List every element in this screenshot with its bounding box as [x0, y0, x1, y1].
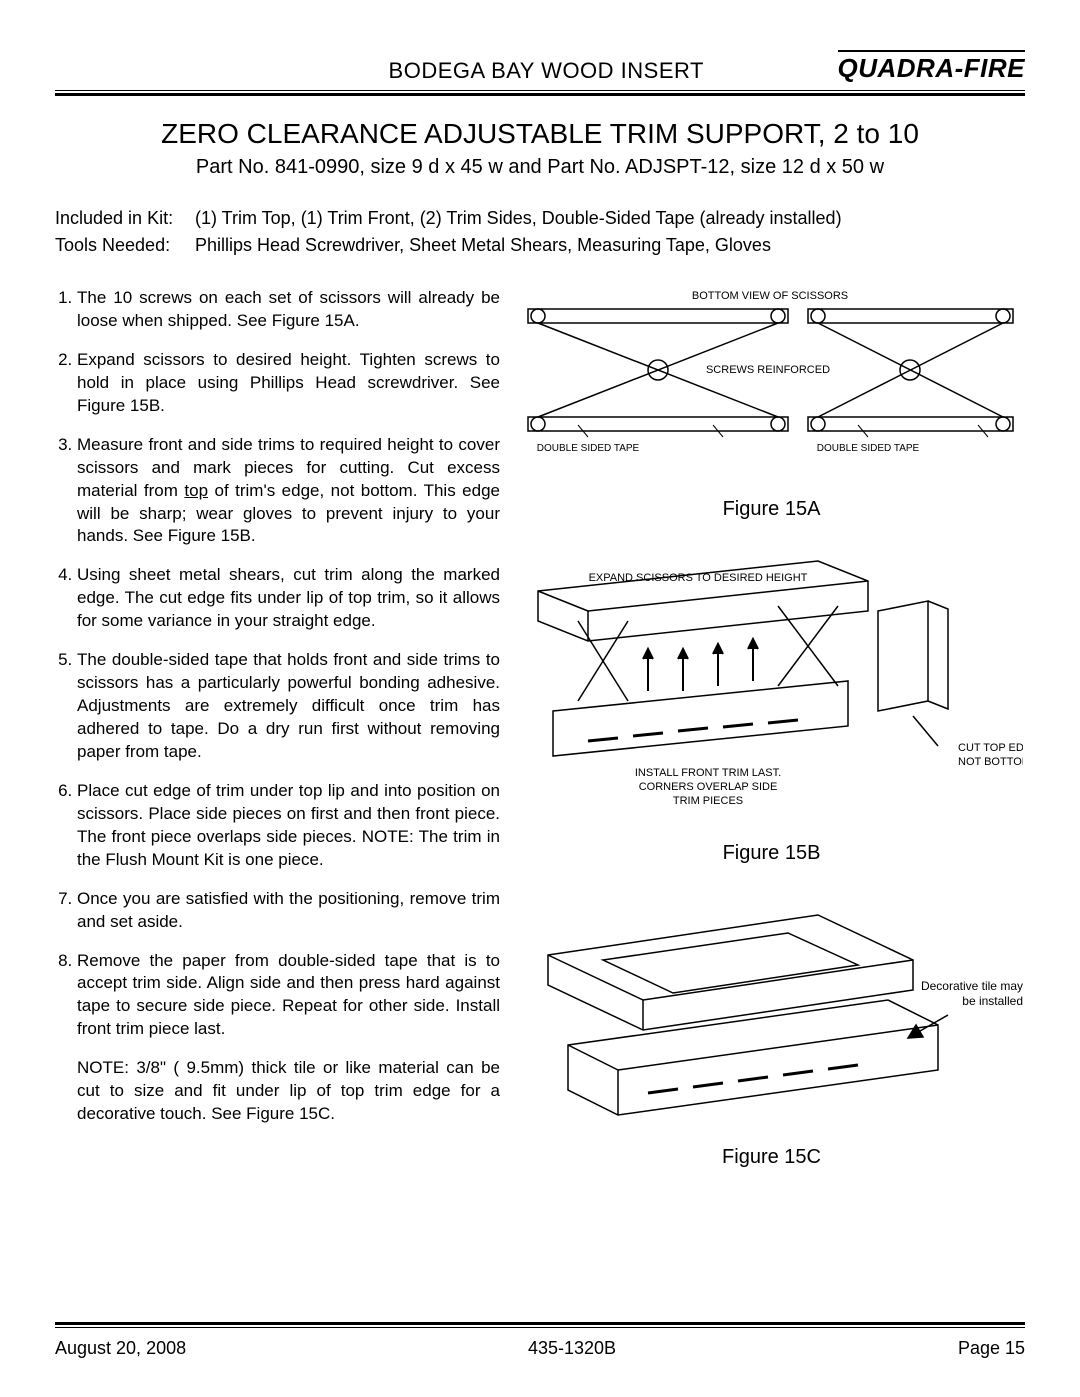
- step-list: The 10 screws on each set of scissors wi…: [55, 287, 500, 1041]
- included-value: (1) Trim Top, (1) Trim Front, (2) Trim S…: [195, 205, 842, 232]
- svg-text:CORNERS OVERLAP SIDE: CORNERS OVERLAP SIDE: [639, 781, 778, 793]
- svg-text:NOT BOTTOM EDGE: NOT BOTTOM EDGE: [958, 756, 1023, 768]
- svg-text:EXPAND SCISSORS TO DESIRED HEI: EXPAND SCISSORS TO DESIRED HEIGHT: [589, 572, 808, 584]
- kit-block: Included in Kit: (1) Trim Top, (1) Trim …: [55, 205, 1025, 259]
- figure-15b: EXPAND SCISSORS TO DESIRED HEIGHT CUT TO…: [518, 551, 1025, 865]
- fig-a-caption: Figure 15A: [518, 498, 1025, 521]
- svg-text:be installed: be installed: [962, 994, 1023, 1008]
- step-1: The 10 screws on each set of scissors wi…: [77, 287, 500, 333]
- doc-title: BODEGA BAY WOOD INSERT: [255, 58, 838, 84]
- figure-15a: BOTTOM VIEW OF SCISSORS: [518, 287, 1025, 521]
- fig-b-caption: Figure 15B: [518, 842, 1025, 865]
- step-2: Expand scissors to desired height. Tight…: [77, 349, 500, 418]
- figure-15c: Decorative tile may be installed Figure …: [518, 895, 1025, 1169]
- footer-page: Page 15: [958, 1338, 1025, 1359]
- svg-text:INSTALL FRONT TRIM LAST.: INSTALL FRONT TRIM LAST.: [635, 767, 781, 779]
- section-title: ZERO CLEARANCE ADJUSTABLE TRIM SUPPORT, …: [55, 118, 1025, 150]
- svg-text:DOUBLE SIDED TAPE: DOUBLE SIDED TAPE: [817, 443, 920, 454]
- tools-label: Tools Needed:: [55, 232, 195, 259]
- note-block: NOTE: 3/8" ( 9.5mm) thick tile or like m…: [55, 1057, 500, 1126]
- part-line: Part No. 841-0990, size 9 d x 45 w and P…: [55, 156, 1025, 179]
- step-5: The double-sided tape that holds front a…: [77, 649, 500, 764]
- step-6: Place cut edge of trim under top lip and…: [77, 780, 500, 872]
- fig-a-top-label: BOTTOM VIEW OF SCISSORS: [692, 290, 848, 302]
- step-3: Measure front and side trims to required…: [77, 434, 500, 549]
- svg-text:CUT TOP EDGE OF TRIM,: CUT TOP EDGE OF TRIM,: [958, 742, 1023, 754]
- step-8: Remove the paper from double-sided tape …: [77, 950, 500, 1042]
- fig-c-caption: Figure 15C: [518, 1146, 1025, 1169]
- svg-text:DOUBLE SIDED TAPE: DOUBLE SIDED TAPE: [537, 443, 640, 454]
- fig-a-screws-label: SCREWS REINFORCED: [706, 364, 830, 376]
- included-label: Included in Kit:: [55, 205, 195, 232]
- tools-value: Phillips Head Screwdriver, Sheet Metal S…: [195, 232, 771, 259]
- svg-text:TRIM PIECES: TRIM PIECES: [673, 795, 743, 807]
- svg-text:Decorative tile may: Decorative tile may: [921, 979, 1023, 993]
- footer-date: August 20, 2008: [55, 1338, 186, 1359]
- header-rule: [55, 90, 1025, 96]
- step-4: Using sheet metal shears, cut trim along…: [77, 564, 500, 633]
- step-7: Once you are satisfied with the position…: [77, 888, 500, 934]
- footer-docnum: 435-1320B: [528, 1338, 616, 1359]
- brand-logo: QUADRA-FIRE: [838, 50, 1026, 84]
- footer: August 20, 2008 435-1320B Page 15: [55, 1322, 1025, 1359]
